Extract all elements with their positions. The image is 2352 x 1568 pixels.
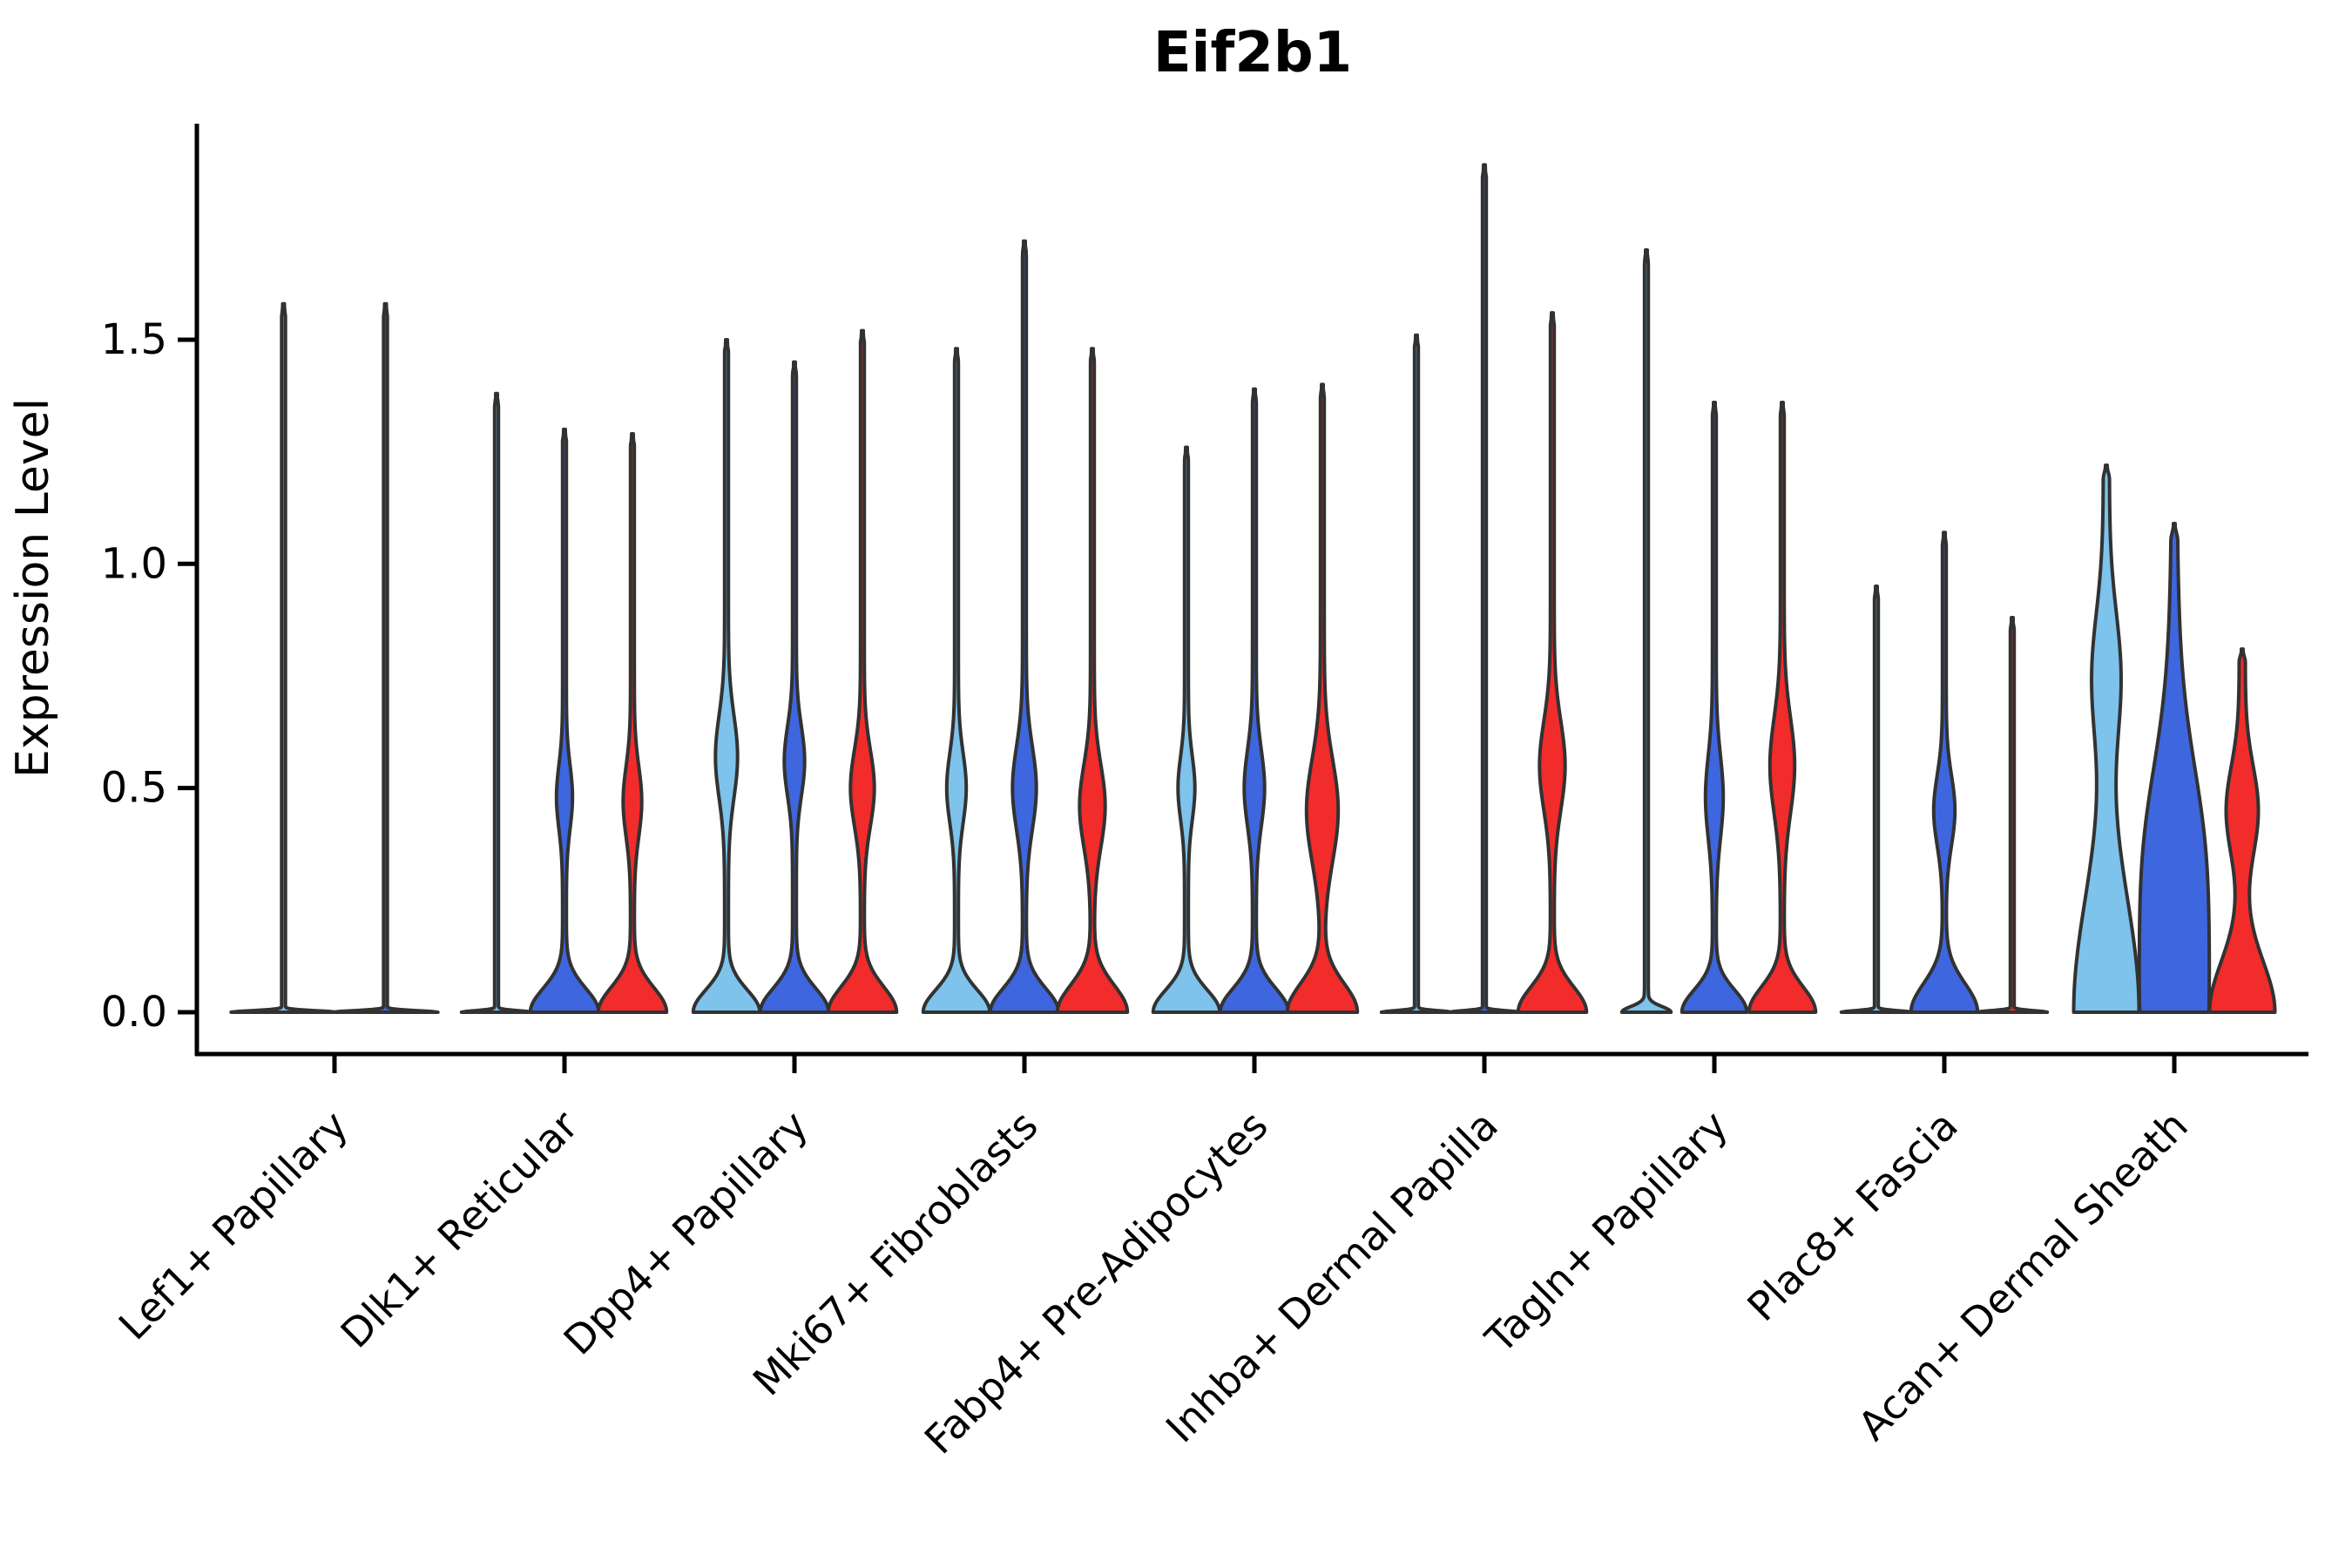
violin-3-blue [758,360,831,1014]
violin-7-blue [1680,401,1749,1014]
violin-6-red [1516,311,1589,1014]
violin-2-light-blue [459,391,534,1014]
violin-9-light-blue [2072,463,2141,1014]
violin-8-red [1975,616,2050,1014]
violin-7-red [1747,401,1818,1014]
violin-4-blue [988,239,1061,1014]
violin-7-light-blue [1619,248,1673,1014]
y-tick-label: 1.0 [101,539,167,588]
y-tick-label: 1.5 [101,315,167,364]
x-tick-label: Dpp4+ Papillary [555,1102,817,1364]
x-tick-label: Tagln+ Papillary [1476,1102,1737,1363]
violin-5-red [1285,382,1360,1014]
y-tick-label: 0.0 [101,988,167,1037]
violin-8-blue [1909,531,1980,1014]
violin-9-blue [2137,521,2212,1014]
violin-8-light-blue [1839,585,1914,1014]
violin-2-blue [528,427,601,1014]
violin-6-blue [1447,163,1522,1014]
chart-title: Eif2b1 [1153,21,1352,85]
x-tick-label: Dlk1+ Reticular [332,1102,587,1357]
violin-4-light-blue [921,347,992,1014]
violin-2-red [596,432,669,1014]
violin-6-light-blue [1379,333,1454,1014]
violin-5-light-blue [1151,445,1222,1014]
violin-3-red [826,328,899,1014]
violin-3-light-blue [691,337,762,1014]
x-tick-label: Lef1+ Papillary [110,1102,357,1349]
violin-9-red [2207,647,2277,1014]
violin-5-blue [1218,387,1291,1014]
violin-1-light-blue [229,301,338,1014]
y-tick-label: 0.5 [101,764,167,813]
violin-1-blue [331,301,440,1014]
y-axis-label: Expression Level [7,398,59,778]
violin-4-red [1055,347,1130,1014]
x-tick-label: Plac8+ Fascia [1738,1102,1966,1330]
